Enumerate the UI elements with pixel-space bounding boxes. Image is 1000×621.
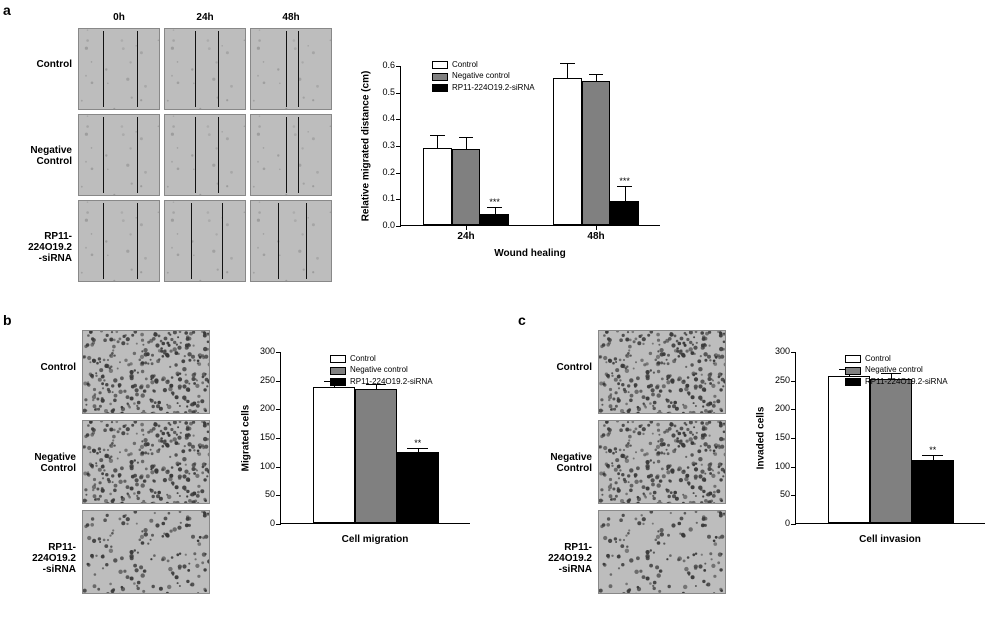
bar	[355, 389, 397, 523]
legend-item: Control	[330, 354, 433, 364]
micrograph	[250, 28, 332, 110]
legend-label: Negative control	[350, 365, 408, 375]
micrograph	[598, 420, 726, 504]
legend-swatch	[330, 367, 346, 375]
row-label: Control	[2, 59, 72, 70]
row-label: NegativeControl	[2, 145, 72, 167]
legend-label: Negative control	[865, 365, 923, 375]
micrograph	[82, 510, 210, 594]
micrograph	[164, 114, 246, 196]
micrograph	[82, 330, 210, 414]
legend-label: Control	[865, 354, 891, 364]
chart-ylabel: Invaded cells	[756, 407, 767, 470]
legend-swatch	[845, 367, 861, 375]
chart-b-legend: ControlNegative control RP11-224O19.2-siR…	[330, 354, 433, 388]
chart-xlabel: Cell invasion	[859, 524, 921, 545]
micrograph	[164, 200, 246, 282]
legend-item: Negative control	[330, 365, 433, 375]
legend-item: Control	[845, 354, 948, 364]
chart-c-legend: ControlNegative control RP11-224O19.2-siR…	[845, 354, 948, 388]
legend-item: RP11-224O19.2-siRNA	[432, 83, 535, 93]
panel-a-label: a	[3, 2, 11, 18]
chart-xlabel: Cell migration	[342, 524, 409, 545]
legend-item: RP11-224O19.2-siRNA	[330, 377, 433, 387]
legend-swatch	[330, 378, 346, 386]
micrograph	[82, 420, 210, 504]
chart-ylabel: Migrated cells	[241, 405, 252, 472]
legend-item: Negative control	[432, 71, 535, 81]
micrograph	[164, 28, 246, 110]
micrograph	[250, 114, 332, 196]
panel-c-label: c	[518, 312, 526, 328]
bar	[912, 460, 954, 523]
micrograph	[598, 510, 726, 594]
row-label: RP11-224O19.2-siRNA	[2, 231, 72, 264]
bar	[870, 379, 912, 523]
column-header: 24h	[196, 12, 213, 23]
micrograph	[250, 200, 332, 282]
legend-swatch	[330, 355, 346, 363]
legend-label: RP11-224O19.2-siRNA	[350, 377, 433, 387]
micrograph	[78, 114, 160, 196]
micrograph	[78, 28, 160, 110]
bar	[828, 376, 870, 523]
legend-label: RP11-224O19.2-siRNA	[865, 377, 948, 387]
row-label: NegativeControl	[6, 452, 76, 474]
micrograph	[598, 330, 726, 414]
chart-xlabel: Wound healing	[494, 226, 565, 259]
bar	[313, 387, 355, 523]
legend-label: RP11-224O19.2-siRNA	[452, 83, 535, 93]
panel-b-label: b	[3, 312, 12, 328]
legend-swatch	[845, 378, 861, 386]
chart-ylabel: Relative migrated distance (cm)	[361, 71, 372, 222]
row-label: RP11-224O19.2-siRNA	[522, 542, 592, 575]
legend-item: Control	[432, 60, 535, 70]
legend-item: RP11-224O19.2-siRNA	[845, 377, 948, 387]
column-header: 48h	[282, 12, 299, 23]
legend-label: Control	[350, 354, 376, 364]
bar	[582, 81, 611, 225]
row-label: RP11-224O19.2-siRNA	[6, 542, 76, 575]
legend-swatch	[432, 61, 448, 69]
bar	[452, 149, 481, 225]
row-label: NegativeControl	[522, 452, 592, 474]
bar	[610, 201, 639, 225]
row-label: Control	[522, 362, 592, 373]
micrograph	[78, 200, 160, 282]
legend-item: Negative control	[845, 365, 948, 375]
legend-swatch	[432, 84, 448, 92]
bar	[423, 148, 452, 225]
bar	[480, 214, 509, 225]
bar	[553, 78, 582, 225]
legend-swatch	[432, 73, 448, 81]
column-header: 0h	[113, 12, 125, 23]
row-label: Control	[6, 362, 76, 373]
legend-label: Control	[452, 60, 478, 70]
bar	[397, 452, 439, 523]
legend-label: Negative control	[452, 71, 510, 81]
legend-swatch	[845, 355, 861, 363]
chart-a-legend: ControlNegative control RP11-224O19.2-siR…	[432, 60, 535, 94]
